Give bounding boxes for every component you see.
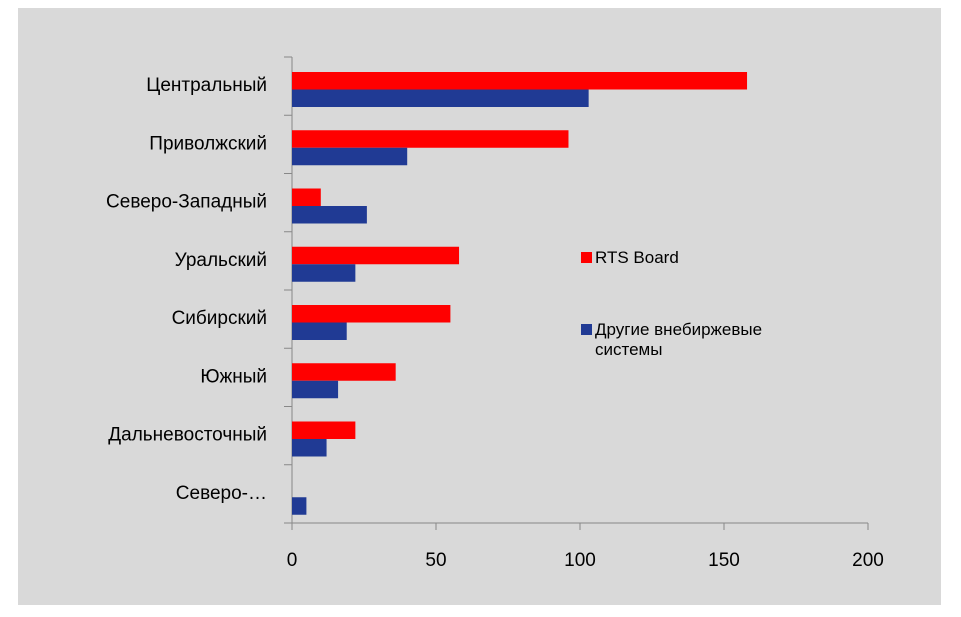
- x-tick-label: 0: [287, 550, 298, 571]
- x-tick-label: 200: [852, 550, 884, 571]
- bar: [292, 439, 327, 457]
- x-tick-label: 50: [425, 550, 446, 571]
- y-tick-label: Уральский: [175, 250, 267, 271]
- y-tick-label: Приволжский: [149, 133, 267, 154]
- bar: [292, 89, 589, 107]
- bar: [292, 380, 339, 399]
- y-tick-label: Северо-…: [176, 483, 267, 504]
- legend-swatch: [581, 252, 592, 263]
- bar: [292, 130, 569, 148]
- y-tick-label: Дальневосточный: [108, 425, 267, 446]
- bar: [292, 206, 367, 224]
- legend-item: Другие внебиржевые системы: [581, 320, 811, 360]
- bar: [292, 147, 408, 166]
- legend-label: Другие внебиржевые системы: [595, 320, 763, 359]
- chart-background: [18, 8, 941, 605]
- legend-swatch: [581, 324, 592, 335]
- legend-label: RTS Board: [595, 248, 679, 267]
- bar: [292, 363, 396, 381]
- y-tick-label: Центральный: [146, 75, 267, 96]
- bar: [292, 246, 460, 265]
- bar: [292, 421, 356, 439]
- y-tick-label: Южный: [200, 366, 267, 387]
- y-tick-label: Сибирский: [172, 308, 267, 329]
- x-tick-label: 100: [564, 550, 596, 571]
- x-tick-label: 150: [708, 550, 740, 571]
- legend-item: RTS Board: [581, 248, 811, 268]
- bar: [292, 497, 307, 515]
- bar: [292, 322, 347, 340]
- bar: [292, 264, 356, 282]
- bar: [292, 72, 748, 90]
- bar: [292, 305, 451, 323]
- legend: RTS Board Другие внебиржевые системы: [581, 248, 811, 412]
- bar: [292, 188, 321, 206]
- y-tick-label: Северо-Западный: [106, 192, 267, 213]
